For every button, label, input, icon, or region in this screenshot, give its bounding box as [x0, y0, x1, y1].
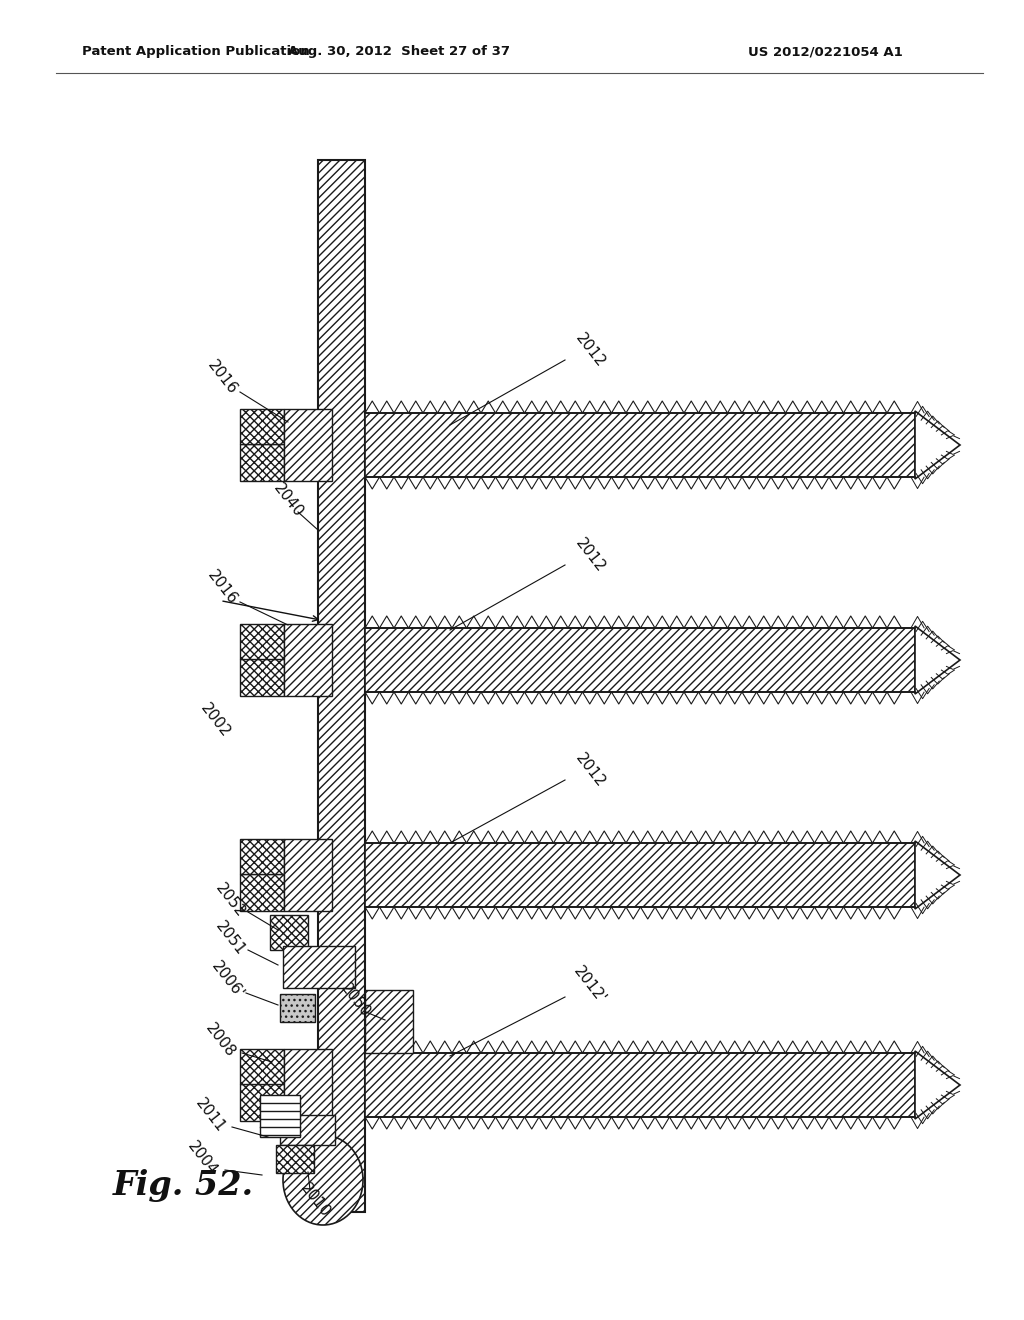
Bar — [270, 915, 308, 950]
Bar — [365, 843, 915, 907]
Text: 2010: 2010 — [297, 1180, 333, 1220]
Bar — [283, 946, 355, 987]
Text: 2051: 2051 — [212, 919, 248, 958]
Bar — [240, 624, 284, 659]
Text: 2008: 2008 — [202, 1020, 238, 1060]
Text: Patent Application Publication: Patent Application Publication — [82, 45, 309, 58]
Polygon shape — [915, 1051, 961, 1119]
Bar — [284, 624, 332, 696]
Text: Aug. 30, 2012  Sheet 27 of 37: Aug. 30, 2012 Sheet 27 of 37 — [289, 45, 510, 58]
Text: 2012: 2012 — [572, 535, 608, 574]
Text: US 2012/0221054 A1: US 2012/0221054 A1 — [748, 45, 902, 58]
Polygon shape — [915, 411, 961, 479]
Bar — [365, 413, 915, 477]
Bar — [284, 840, 332, 911]
Bar — [240, 1049, 284, 1084]
Bar — [240, 444, 284, 480]
Bar — [318, 160, 365, 1212]
Text: 2006': 2006' — [209, 958, 247, 1002]
Text: 2002: 2002 — [198, 700, 232, 739]
Text: 2004: 2004 — [184, 1138, 220, 1177]
Bar — [365, 1053, 915, 1117]
Bar — [240, 874, 284, 911]
Bar — [284, 409, 332, 480]
Ellipse shape — [283, 1135, 362, 1225]
Bar — [280, 994, 315, 1022]
Polygon shape — [915, 626, 961, 694]
Bar — [365, 628, 915, 692]
Bar — [284, 1049, 332, 1121]
Text: 2012': 2012' — [571, 964, 609, 1006]
Bar — [240, 840, 284, 874]
Bar — [240, 1084, 284, 1121]
Text: Fig. 52.: Fig. 52. — [113, 1168, 254, 1201]
Polygon shape — [915, 841, 961, 909]
Text: 2050: 2050 — [337, 981, 373, 1020]
Bar — [276, 1144, 314, 1173]
Bar — [280, 1115, 335, 1144]
Bar — [240, 409, 284, 444]
Text: 2016: 2016 — [204, 568, 240, 607]
Text: 2012: 2012 — [572, 330, 608, 370]
Text: 2012: 2012 — [572, 750, 608, 789]
Bar — [240, 659, 284, 696]
Text: 2011: 2011 — [193, 1096, 227, 1135]
Text: 2040: 2040 — [270, 480, 306, 520]
Text: 2016: 2016 — [204, 358, 240, 397]
Bar — [260, 1096, 300, 1137]
Bar — [365, 990, 413, 1053]
Text: 2052: 2052 — [212, 880, 248, 920]
